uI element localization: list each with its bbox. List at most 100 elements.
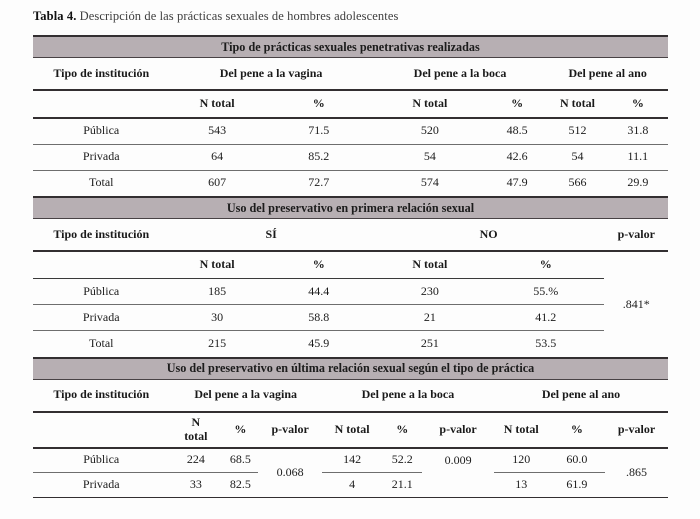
table-row-privada: Privada 33 82.5 4 21.1 13 61.9: [33, 473, 668, 498]
empty-header-cell: [33, 90, 170, 119]
row-label: Privada: [33, 304, 170, 331]
table-row-privada: Privada 64 85.2 54 42.6 54 11.1: [33, 144, 668, 171]
data-cell: 185: [169, 278, 265, 305]
data-cell: 543: [169, 118, 265, 145]
data-cell: 21: [372, 304, 487, 331]
data-cell: 71.5: [264, 118, 373, 145]
col-header-percent: %: [607, 90, 668, 119]
col-header-n-total: N total: [372, 90, 487, 119]
data-cell: 54: [547, 144, 608, 171]
data-cell: 54: [372, 144, 487, 171]
col-header-percent: %: [548, 411, 606, 449]
data-cell: 47.9: [506, 175, 528, 190]
section2-band-title: Uso del preservativo en primera relación…: [33, 197, 668, 219]
row-label: Total: [89, 175, 114, 190]
empty-header-cell: [33, 251, 170, 279]
data-cell: 142: [321, 447, 383, 473]
table-caption: Tabla 4. Descripción de las prácticas se…: [33, 9, 700, 24]
col-header-percent: %: [264, 90, 373, 119]
section-condom-first-relation: Uso del preservativo en primera relación…: [33, 196, 668, 357]
section-penetrative-practices: Tipo de prácticas sexuales penetrativas …: [33, 35, 668, 196]
col-header-tipo-institucion: Tipo de institución: [33, 218, 170, 252]
data-cell: 230: [372, 278, 487, 305]
col-group-pene-ano: Del pene al ano: [547, 57, 668, 91]
table-row-publica: Pública 224 68.5 0.068 142 52.2 0.009 12…: [33, 447, 668, 479]
col-header-percent: %: [382, 411, 423, 449]
table-caption-label: Tabla 4.: [33, 9, 77, 23]
row-label: Pública: [33, 118, 170, 145]
col-group-si: SÍ: [169, 218, 373, 252]
data-cell: 33: [189, 477, 202, 492]
data-cell: 41.2: [487, 304, 605, 331]
col-header-p-valor: p-valor: [422, 411, 494, 449]
col-header-p-valor: p-valor: [258, 411, 322, 449]
col-group-pene-ano: Del pene al ano: [493, 379, 668, 413]
col-group-pene-boca: Del pene a la boca: [372, 57, 548, 91]
row-label: Total: [89, 335, 114, 350]
row-label: Privada: [82, 477, 120, 492]
data-cell: 4: [349, 477, 356, 492]
tables-container: Tipo de prácticas sexuales penetrativas …: [33, 35, 668, 498]
col-header-n-total: N total: [547, 90, 608, 119]
data-cell: 224: [169, 447, 223, 473]
data-cell: 120: [493, 447, 549, 473]
data-cell: 45.9: [308, 335, 330, 350]
data-cell: 64: [169, 144, 265, 171]
row-label: Pública: [33, 278, 170, 305]
col-header-percent: %: [487, 90, 548, 119]
data-cell: 44.4: [264, 278, 373, 305]
data-cell: 29.9: [627, 175, 649, 190]
data-cell: 21.1: [391, 477, 413, 492]
table-row-publica: Pública 543 71.5 520 48.5 512 31.8: [33, 118, 668, 145]
data-cell: 566: [568, 175, 587, 190]
data-cell: 52.2: [382, 447, 423, 473]
data-cell: 512: [547, 118, 608, 145]
p-value-cell-ano: .865: [626, 464, 648, 479]
col-header-tipo-institucion: Tipo de institución: [33, 379, 170, 413]
data-cell: 13: [515, 477, 528, 492]
table-row-total: Total 607 72.7 574 47.9 566 29.9: [33, 170, 668, 196]
col-group-no: NO: [372, 218, 605, 252]
col-header-n-total: N total: [169, 411, 223, 449]
n-total-wrapped-label: N total: [184, 414, 208, 443]
data-cell: 72.7: [308, 175, 330, 190]
col-header-percent: %: [222, 411, 259, 449]
data-cell: 215: [208, 335, 227, 350]
section-condom-last-relation: Uso del preservativo en última relación …: [33, 356, 668, 498]
col-group-pene-vagina: Del pene a la vagina: [169, 57, 373, 91]
data-cell: 251: [420, 335, 439, 350]
col-header-n-total: N total: [321, 411, 383, 449]
table-caption-text: Descripción de las prácticas sexuales de…: [76, 9, 399, 23]
data-cell: 82.5: [229, 477, 251, 492]
col-group-pene-vagina: Del pene a la vagina: [169, 379, 322, 413]
row-label: Pública: [33, 447, 170, 473]
data-cell: 53.5: [535, 335, 557, 350]
data-cell: 30: [169, 304, 265, 331]
data-cell: 48.5: [487, 118, 548, 145]
data-cell: 574: [420, 175, 439, 190]
data-cell: 68.5: [222, 447, 259, 473]
table-row-publica: Pública 185 44.4 230 55.% .841*: [33, 278, 668, 310]
col-header-percent: %: [264, 251, 373, 279]
empty-cell: [604, 331, 668, 357]
data-cell: 607: [208, 175, 227, 190]
col-header-n-total: N total: [169, 90, 265, 119]
col-header-p-valor: p-valor: [604, 218, 668, 252]
col-header-percent: %: [487, 251, 605, 279]
data-cell: 60.0: [548, 447, 606, 473]
table-row-total: Total 215 45.9 251 53.5: [33, 331, 668, 357]
data-cell: 11.1: [607, 144, 668, 171]
data-cell: 55.%: [487, 278, 605, 305]
data-cell: 520: [372, 118, 487, 145]
col-header-n-total: N total: [169, 251, 265, 279]
data-cell: 42.6: [487, 144, 548, 171]
data-cell: 31.8: [607, 118, 668, 145]
data-cell: 61.9: [566, 477, 588, 492]
p-value-cell-boca: 0.009: [444, 452, 472, 467]
p-value-cell: .841*: [622, 296, 650, 311]
section3-band-title: Uso del preservativo en última relación …: [33, 357, 668, 380]
data-cell: 58.8: [264, 304, 373, 331]
empty-header-cell: [604, 251, 668, 279]
row-label: Privada: [33, 144, 170, 171]
section1-band-title: Tipo de prácticas sexuales penetrativas …: [33, 36, 668, 58]
